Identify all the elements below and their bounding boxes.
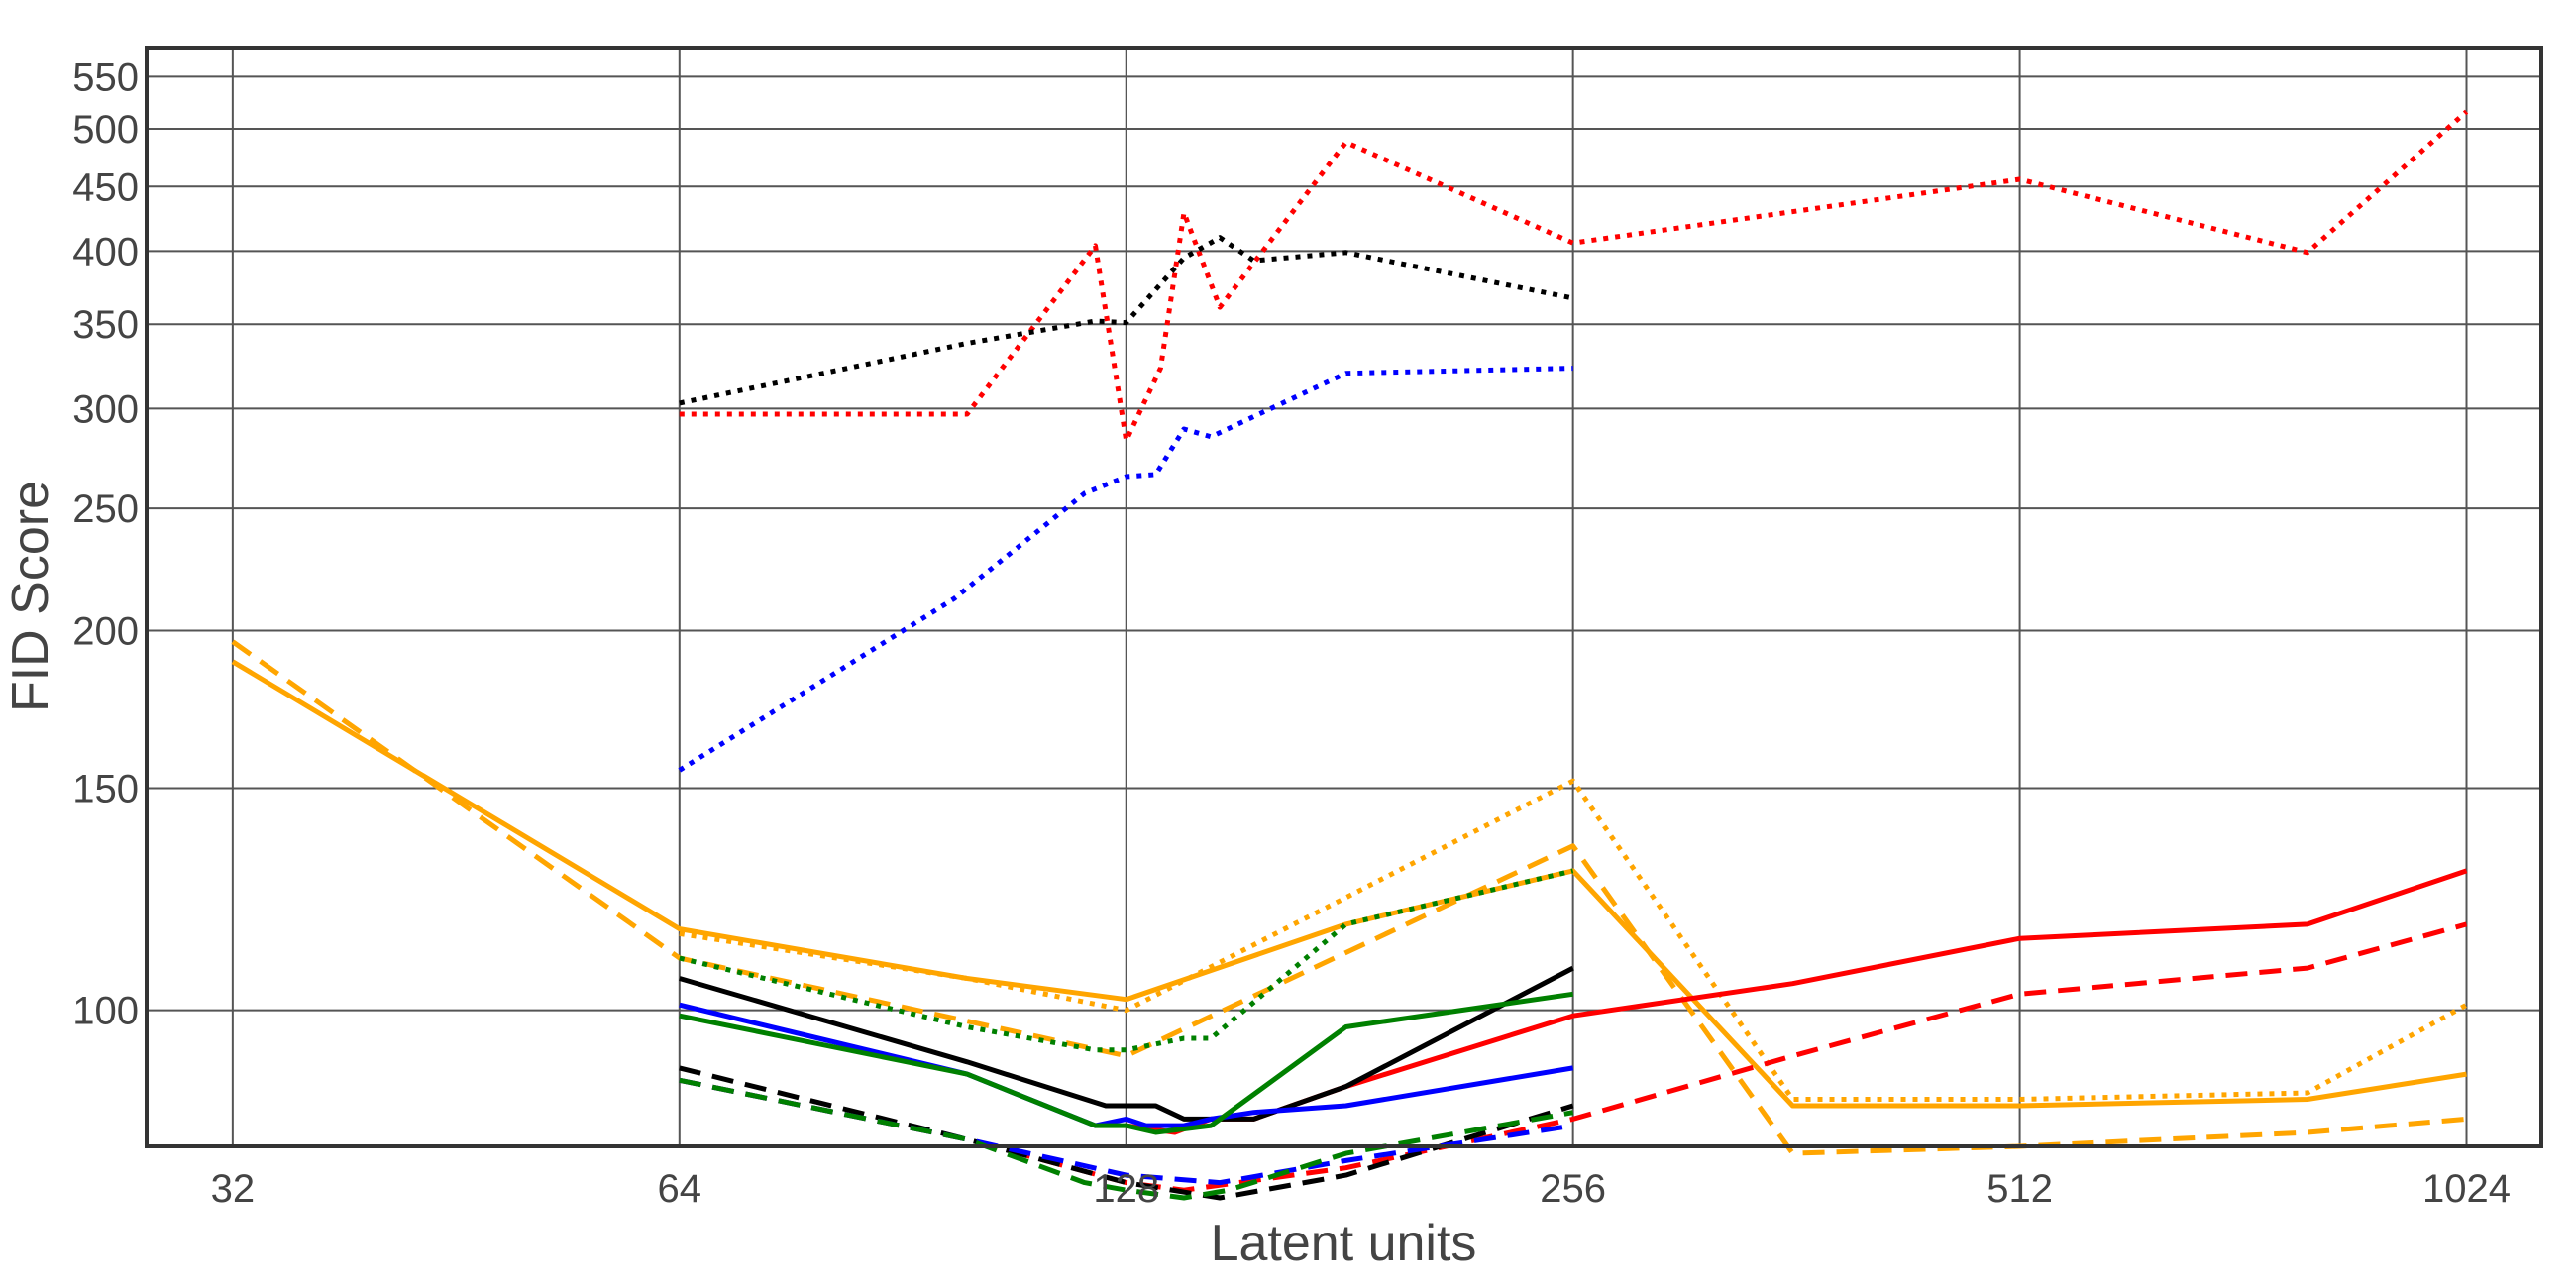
series-line-1-dotted [679,109,2469,444]
series-line-13-solid [679,991,1574,1135]
y-tick-label: 350 [72,303,139,347]
x-tick-label: 256 [1540,1167,1606,1211]
x-tick-label: 64 [658,1167,702,1211]
y-tick-label: 100 [72,990,139,1033]
series-line-15-dotted [679,868,1574,1053]
series-lines [231,109,2469,1201]
series-line-9-solid [679,965,1574,1122]
series-line-6-dotted [679,778,2468,1102]
y-tick-label: 500 [72,108,139,152]
x-tick-label: 32 [211,1167,256,1211]
plot-frame [145,46,2543,1148]
y-tick-label: 150 [72,768,139,811]
y-tick-label: 450 [72,165,139,209]
y-tick-label: 300 [72,387,139,431]
grid-lines [147,48,2541,1146]
x-tick-label: 512 [1986,1167,2053,1211]
y-tick-label: 200 [72,610,139,654]
tick-labels: 100 150 200 250 300 350 400 450 500 550 32 64 128 256… [72,55,2511,1211]
y-tick-label: 400 [72,230,139,273]
y-tick-label: 550 [72,55,139,99]
series-line-2-dotted [679,235,1574,406]
plot-background [147,48,2541,1146]
y-axis-title: FID Score [2,481,59,712]
x-tick-label: 128 [1093,1167,1159,1211]
x-axis-title: Latent units [1211,1215,1477,1272]
y-tick-label: 250 [72,487,139,531]
x-tick-label: 1024 [2422,1167,2511,1211]
